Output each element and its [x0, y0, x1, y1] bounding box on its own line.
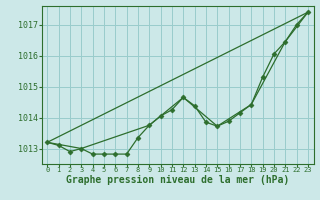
X-axis label: Graphe pression niveau de la mer (hPa): Graphe pression niveau de la mer (hPa)	[66, 175, 289, 185]
